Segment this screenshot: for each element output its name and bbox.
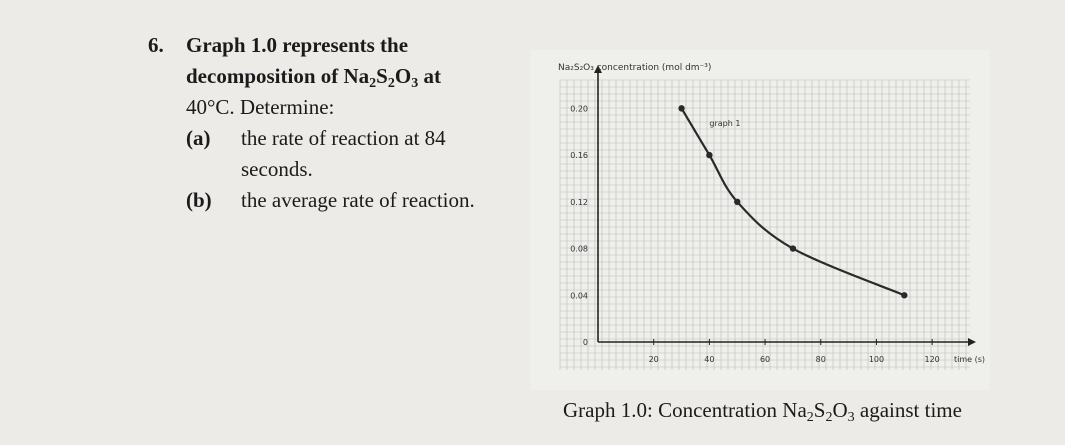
question-line-3: 40°C. Determine: xyxy=(186,95,335,119)
question-line-1: Graph 1.0 represents the xyxy=(186,33,409,57)
x-tick-label: 60 xyxy=(760,355,770,364)
x-tick-label: 100 xyxy=(869,355,884,364)
x-axis-arrow xyxy=(968,338,976,346)
part-b-text: the average rate of reaction. xyxy=(241,188,475,212)
chart-grid xyxy=(559,79,970,370)
graph-caption: Graph 1.0: Concentration Na2S2O3 against… xyxy=(563,398,962,425)
y-tick-label: 0.04 xyxy=(570,291,588,300)
y-tick-label: 0.12 xyxy=(570,198,588,207)
question-number: 6. xyxy=(148,33,164,57)
part-a-label: (a) xyxy=(186,126,211,150)
x-tick-label: 20 xyxy=(649,355,659,364)
part-a-text-line-1: the rate of reaction at 84 xyxy=(241,126,446,150)
x-tick-label: 40 xyxy=(704,355,714,364)
series-line xyxy=(680,107,905,297)
x-tick-label: 120 xyxy=(925,355,940,364)
y-axis-arrow xyxy=(594,65,602,73)
y-tick-label: 0.20 xyxy=(570,104,588,113)
part-a-text-line-2: seconds. xyxy=(241,157,313,181)
y-tick-label: 0.16 xyxy=(570,151,588,160)
data-point xyxy=(706,151,713,159)
chart-axes xyxy=(594,65,976,346)
y-tick-label: 0 xyxy=(583,338,588,347)
series-label: graph 1 xyxy=(709,119,740,128)
data-point xyxy=(734,198,741,206)
data-point xyxy=(901,292,908,299)
data-point xyxy=(678,105,685,112)
y-axis-label: Na₂S₂O₃ concentration (mol dm⁻³) xyxy=(558,63,711,73)
x-tick-label: 80 xyxy=(816,355,826,364)
concentration-chart: 20 40 60 80 100 120 0 0.04 0.08 0.12 0.16 0.20 Na₂S… xyxy=(530,50,990,390)
y-tick-label: 0.08 xyxy=(570,245,588,254)
data-point xyxy=(789,245,797,252)
chart-series xyxy=(678,105,908,299)
part-b-label: (b) xyxy=(186,188,212,212)
question-line-2: decomposition of Na2S2O3 at xyxy=(186,64,441,91)
x-axis-label: time (s) xyxy=(954,355,985,364)
chart-ticks: 20 40 60 80 100 120 0 0.04 0.08 0.12 0.16 0.20 xyxy=(570,104,940,364)
